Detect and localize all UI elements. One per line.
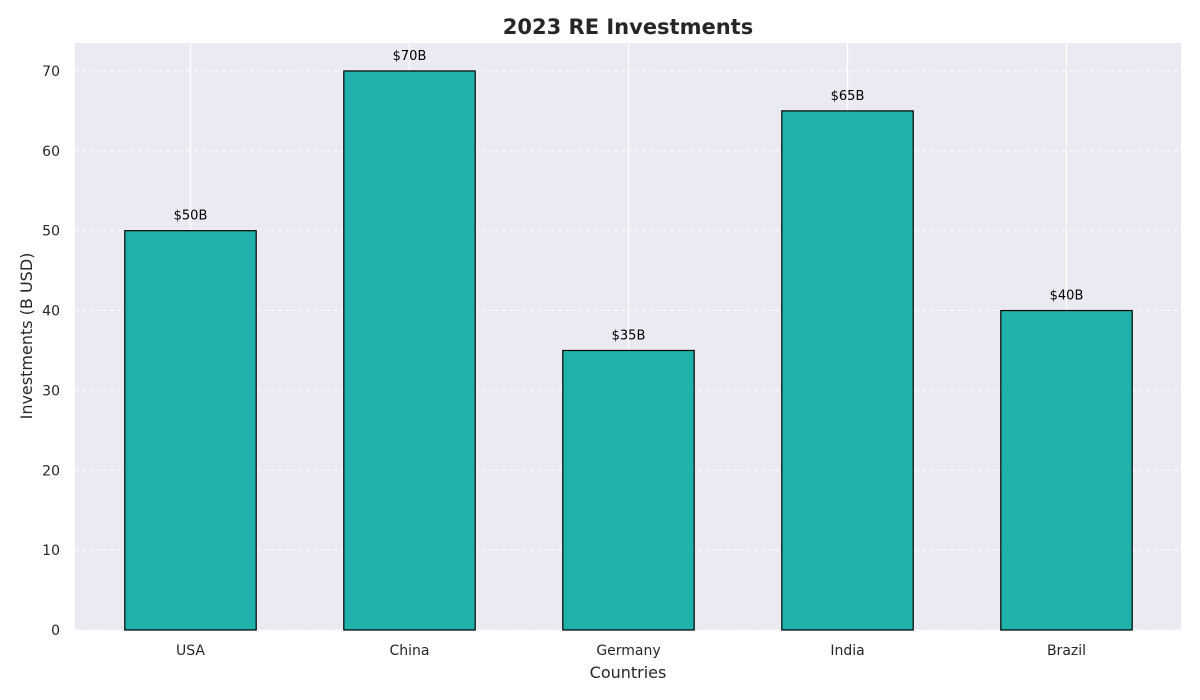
- bar: [343, 70, 476, 631]
- y-tick-label: 70: [42, 64, 60, 80]
- label-layer: $50B $70B $35B $65B $40B: [174, 49, 1084, 344]
- chart-title: 2023 RE Investments: [503, 15, 753, 39]
- tick-layer: 0 10 20 30 40 50 60 70 USA China Germany India Brazi…: [42, 64, 1086, 659]
- x-tick-label: USA: [176, 643, 205, 659]
- y-tick-label: 30: [42, 383, 60, 399]
- y-axis-label: Investments (B USD): [17, 253, 36, 420]
- bar: [781, 110, 914, 631]
- bar-value-label: $40B: [1050, 289, 1084, 304]
- bar-value-label: $70B: [393, 49, 427, 64]
- y-tick-label: 50: [42, 224, 60, 240]
- bar-value-label: $65B: [831, 89, 865, 104]
- y-tick-label: 10: [42, 543, 60, 559]
- y-tick-label: 60: [42, 144, 60, 160]
- x-tick-label: Brazil: [1047, 643, 1086, 659]
- x-tick-label: China: [390, 643, 430, 659]
- x-tick-label: Germany: [596, 643, 660, 659]
- bar-value-label: $50B: [174, 209, 208, 224]
- y-tick-label: 0: [51, 623, 60, 639]
- bar: [562, 349, 695, 631]
- x-axis-label: Countries: [590, 663, 667, 682]
- bar: [124, 230, 257, 631]
- x-tick-label: India: [830, 643, 864, 659]
- bar-layer: [124, 70, 1133, 631]
- y-tick-label: 40: [42, 304, 60, 320]
- bar-value-label: $35B: [612, 328, 646, 343]
- bar: [1000, 309, 1133, 631]
- y-tick-label: 20: [42, 463, 60, 479]
